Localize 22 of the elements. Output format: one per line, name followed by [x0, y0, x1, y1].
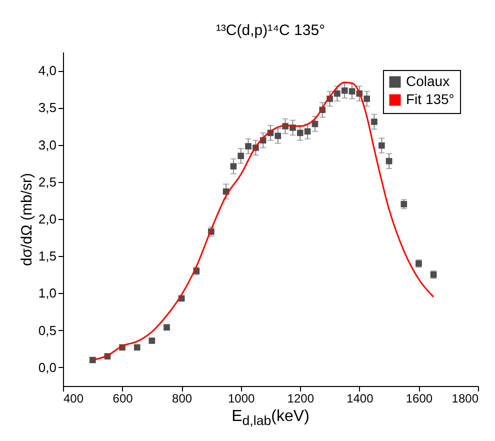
y-tick-label: 1,5 — [38, 248, 56, 264]
y-tick-label: 0,0 — [38, 360, 56, 375]
x-tick-label: 1000 — [228, 392, 256, 406]
chart-title: ¹³C(d,p)¹⁴C 135° — [216, 22, 326, 39]
x-tick-label: 1200 — [287, 392, 314, 406]
legend-label: Colaux — [406, 73, 450, 89]
x-tick-label: 600 — [112, 392, 134, 406]
y-tick-label: 0,5 — [38, 322, 56, 338]
x-tick-label: 800 — [172, 392, 192, 406]
y-tick-label: 3,0 — [38, 137, 56, 152]
y-tick-label: 2,5 — [38, 174, 56, 190]
x-tick-label: 400 — [64, 392, 84, 406]
legend-label: Fit 135° — [406, 91, 454, 107]
y-tick-label: 3,5 — [38, 100, 56, 116]
y-axis-title: dσ/dΩ (mb/sr) — [18, 173, 36, 266]
x-tick-label: 1600 — [406, 392, 433, 406]
x-axis-title: E$_{d,lab}$(keV) — [230, 408, 310, 428]
y-tick-label: 1,0 — [38, 286, 56, 301]
x-tick-label: 1400 — [346, 392, 374, 406]
y-tick-label: 2,0 — [38, 212, 56, 226]
x-tick-label: 1800 — [452, 392, 479, 406]
y-tick-label: 4,0 — [38, 63, 56, 78]
